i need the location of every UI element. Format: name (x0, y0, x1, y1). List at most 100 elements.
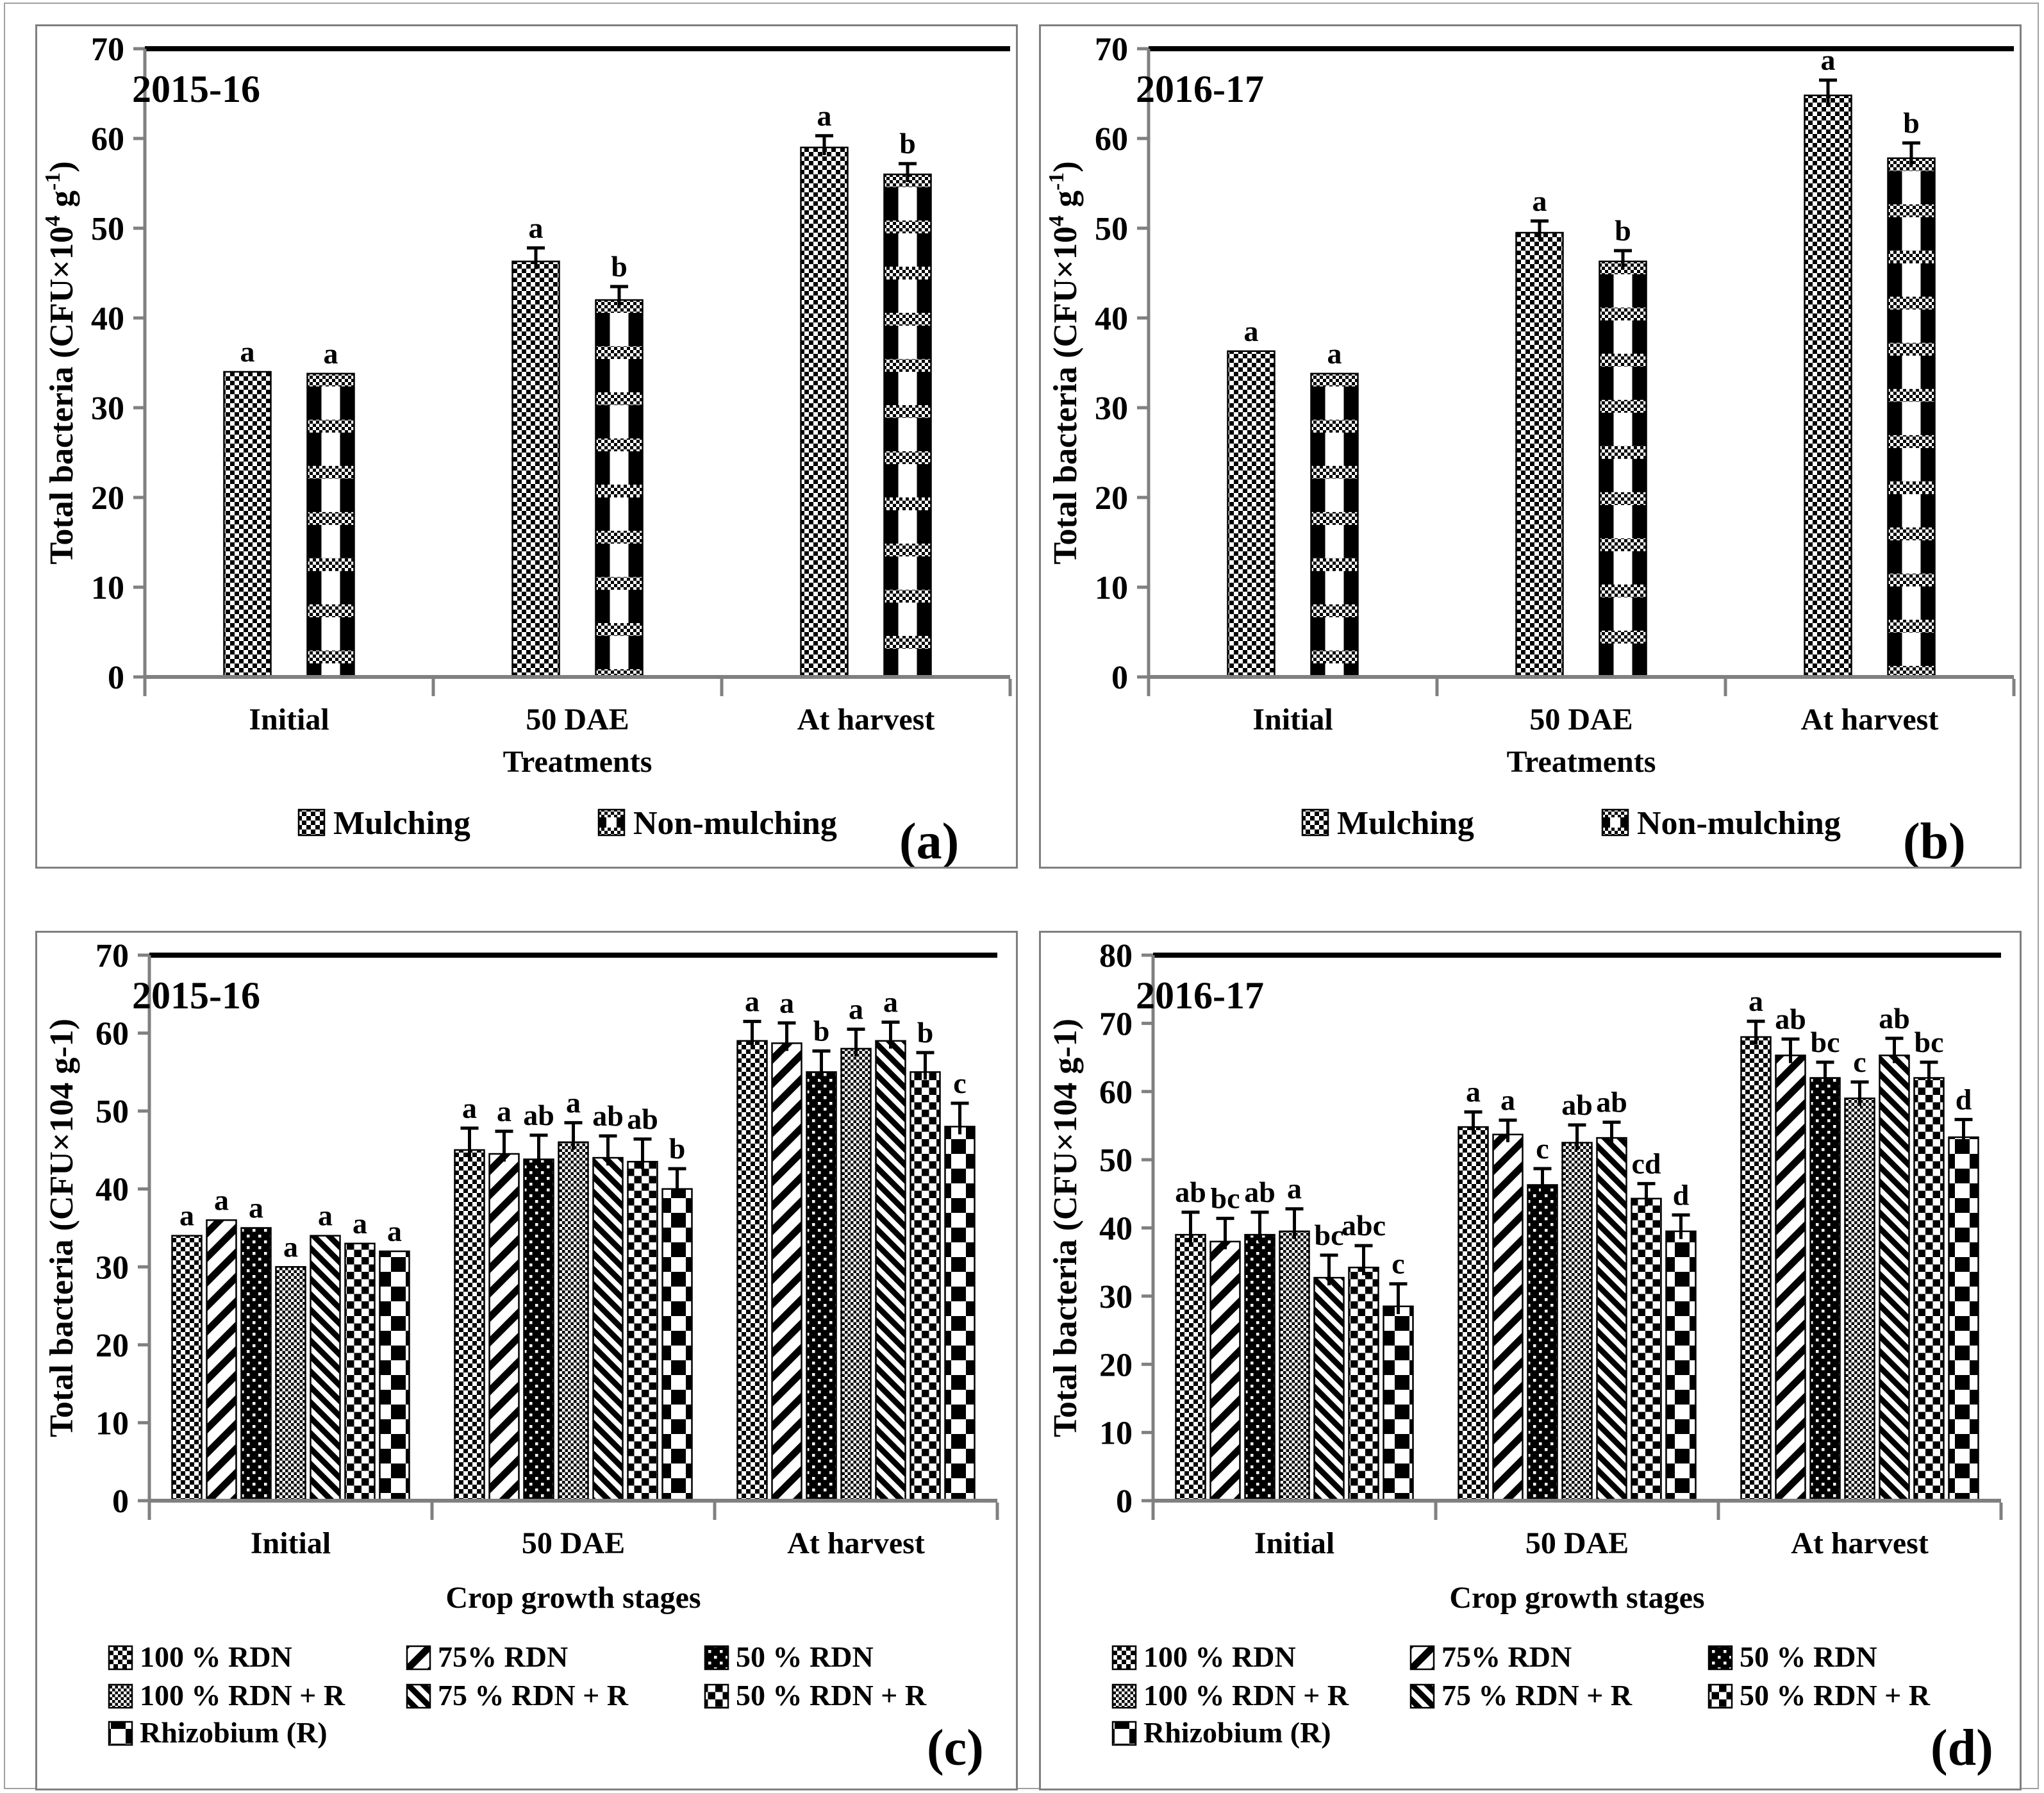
significance-letter: a (249, 1192, 263, 1224)
bar-band (1888, 481, 1935, 494)
y-tick-label: 50 (96, 1094, 129, 1130)
significance-letter: a (1821, 44, 1836, 76)
bar (1515, 231, 1564, 678)
bar-outline (1601, 808, 1629, 837)
bar (171, 1235, 203, 1502)
x-category-label: At harvest (787, 1526, 925, 1560)
significance-letter: b (917, 1016, 934, 1049)
y-tick-label: 60 (1099, 1074, 1133, 1111)
bar-band (1311, 558, 1358, 571)
panel-letter: (a) (899, 813, 959, 867)
bar-band (599, 810, 624, 817)
panel-b-2016-17-mulching: 0 10 20 30 40 50 60 70 a a a b a b Initial 50 DAE At har… (1039, 24, 2022, 869)
panel-year-title: 2015-16 (132, 974, 260, 1017)
significance-letter: a (849, 992, 863, 1025)
bar-band (884, 359, 931, 372)
legend-swatch (1707, 1645, 1733, 1671)
bar-band (884, 451, 931, 464)
panel-c-2015-16-rdn: 0 10 20 30 40 50 60 70 a a a a a a a a a ab a ab ab b a a b a a b c I… (35, 931, 1018, 1790)
bar-band (1888, 250, 1935, 263)
y-tick-label: 20 (1099, 1347, 1133, 1383)
bar (627, 1160, 658, 1502)
bar (840, 1047, 872, 1502)
bar-band (595, 438, 643, 451)
legend-swatch (1111, 1683, 1137, 1709)
bar (736, 1040, 768, 1502)
significance-letter: bc (1811, 1026, 1840, 1058)
significance-letter: c (1536, 1132, 1549, 1165)
legend-label: 50 % RDN (1740, 1640, 1877, 1673)
x-axis-title: Treatments (503, 745, 652, 779)
legend-swatch (297, 808, 326, 837)
bar (1175, 1233, 1206, 1502)
significance-letter: bc (1211, 1182, 1240, 1215)
legend-swatch (406, 1683, 431, 1709)
bar (488, 1153, 520, 1502)
legend-label: Non-mulching (1637, 805, 1841, 842)
y-tick-label: 40 (91, 301, 124, 337)
bar (800, 146, 849, 678)
legend-swatch (1409, 1645, 1435, 1671)
legend-swatch (108, 1645, 133, 1671)
y-tick-label: 10 (1099, 1415, 1133, 1452)
significance-letter: d (1956, 1083, 1972, 1115)
bar-band (1888, 388, 1935, 402)
y-axis-title: Total bacteria (CFU×104 g-1) (1047, 1019, 1084, 1437)
panel-letter: (d) (1931, 1720, 1993, 1776)
bar (1561, 1142, 1593, 1502)
significance-letter: d (1673, 1178, 1690, 1211)
y-tick-label: 20 (96, 1328, 129, 1364)
bar-band (884, 590, 931, 603)
x-category-label: Initial (251, 1526, 331, 1560)
legend-label: 75% RDN (1442, 1640, 1572, 1673)
significance-letter: abc (1342, 1209, 1386, 1242)
y-axis-title: Total bacteria (CFU×104 g-1) (44, 1019, 80, 1437)
bar-band (595, 623, 643, 636)
bar (379, 1250, 410, 1502)
significance-letter: a (1500, 1083, 1515, 1116)
bar (1740, 1036, 1772, 1502)
bar-band (1888, 296, 1935, 310)
chart-a: 0 10 20 30 40 50 60 70 a a a b a b Initial 50 DAE At har… (41, 31, 1012, 867)
significance-letter: b (611, 250, 627, 283)
bar (1279, 1230, 1310, 1502)
legend-label: 100 % RDN + R (1143, 1679, 1349, 1712)
legend-label: 100 % RDN + R (140, 1679, 345, 1712)
bar (511, 260, 560, 678)
significance-letter: a (387, 1215, 402, 1247)
legend-label: Mulching (333, 805, 470, 842)
bar-band (884, 405, 931, 418)
bar-band (1602, 828, 1628, 835)
bar (1492, 1133, 1524, 1502)
significance-letter: a (566, 1086, 581, 1119)
significance-letter: b (899, 127, 916, 160)
significance-letter: a (318, 1199, 333, 1232)
significance-letter: b (1903, 106, 1920, 139)
chart-b: 0 10 20 30 40 50 60 70 a a a b a b Initial 50 DAE At har… (1045, 31, 2016, 867)
x-category-label: 50 DAE (522, 1526, 625, 1560)
significance-letter: a (1287, 1172, 1302, 1205)
bar (806, 1071, 837, 1502)
x-category-label: Initial (249, 703, 329, 737)
x-category-label: Initial (1252, 703, 1333, 737)
significance-letter: a (745, 985, 760, 1017)
bar (454, 1149, 485, 1502)
bar-band (1888, 204, 1935, 217)
y-tick-label: 10 (96, 1405, 129, 1442)
x-category-label: At harvest (1801, 703, 1939, 737)
y-tick-label: 30 (1095, 390, 1128, 427)
significance-letter: a (240, 335, 255, 368)
bar-col-right (340, 373, 354, 677)
bar (1665, 1230, 1697, 1502)
significance-letter: a (1749, 985, 1763, 1017)
bar (1313, 1276, 1345, 1502)
bar (1913, 1077, 1945, 1502)
bar (1631, 1197, 1662, 1502)
bar-band (1888, 665, 1935, 677)
significance-letter: c (1392, 1247, 1404, 1280)
bar (944, 1126, 976, 1502)
bar-band (1599, 446, 1647, 459)
bar-band (595, 485, 643, 497)
bar (1879, 1055, 1910, 1502)
